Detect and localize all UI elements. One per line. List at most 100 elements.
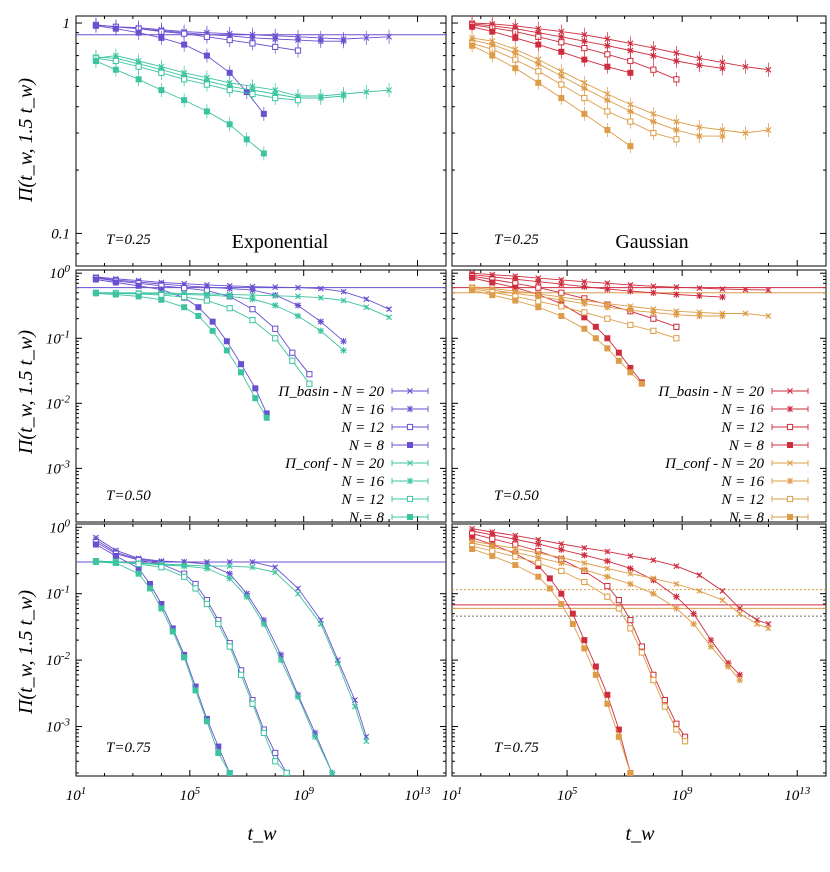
data-point <box>272 94 279 102</box>
data-point <box>581 300 588 307</box>
plot-area <box>468 16 772 154</box>
data-point <box>627 287 634 295</box>
data-point <box>226 285 233 292</box>
series-basin-fsquare <box>469 534 634 776</box>
series-basin-fsquare <box>469 19 634 80</box>
series-conf-osquare <box>469 36 680 147</box>
data-point <box>363 738 370 745</box>
legend-sample-marker <box>407 460 413 466</box>
data-point <box>158 564 165 571</box>
data-point <box>690 620 697 628</box>
data-point <box>489 28 496 35</box>
data-point <box>226 36 233 44</box>
data-point <box>581 309 588 316</box>
data-point <box>719 597 726 604</box>
y-axis-label-row-2: Π(t_w, 1.5 t_w) <box>15 330 37 455</box>
temperature-label-exp-050: T=0.50 <box>106 488 151 504</box>
data-point <box>604 548 611 555</box>
legend-entry-label: N = 20 <box>340 456 384 472</box>
data-point <box>237 671 245 678</box>
data-point <box>650 129 657 137</box>
data-point <box>169 628 176 635</box>
data-point <box>181 654 188 661</box>
y-tick-label: 10-2 <box>46 393 71 412</box>
data-point <box>673 284 680 291</box>
data-point <box>180 558 188 566</box>
data-point <box>673 593 680 600</box>
data-point <box>181 293 188 301</box>
data-point <box>604 315 611 322</box>
data-point <box>209 327 216 334</box>
data-point <box>294 693 302 701</box>
data-point <box>135 293 142 300</box>
data-point <box>272 335 279 342</box>
data-point <box>535 293 542 300</box>
legend-entry-label: N = 8 <box>348 438 385 454</box>
data-point <box>306 380 313 387</box>
data-point <box>736 610 743 617</box>
data-point <box>627 321 634 329</box>
data-point <box>604 700 611 707</box>
series-line <box>95 276 390 310</box>
data-point <box>226 69 233 76</box>
legend-entry-label: N = 8 <box>348 510 385 526</box>
data-point <box>558 541 565 547</box>
data-point <box>696 572 703 579</box>
data-point <box>604 593 611 600</box>
data-point <box>317 37 324 45</box>
legend-basin-prefix: Π_basin - <box>277 384 338 400</box>
data-point <box>468 539 476 547</box>
data-point <box>92 541 99 548</box>
data-point <box>604 565 611 572</box>
data-point <box>615 733 622 740</box>
data-point <box>558 559 565 567</box>
x-tick-label: 105 <box>557 785 578 804</box>
y-tick-label: 10-2 <box>46 650 71 669</box>
data-point <box>249 286 256 294</box>
data-point <box>765 312 772 319</box>
data-point <box>223 338 230 345</box>
series-line <box>95 277 344 342</box>
data-point <box>736 605 743 612</box>
data-point <box>351 703 358 710</box>
data-point <box>340 347 347 354</box>
data-point <box>489 292 496 299</box>
data-point <box>615 357 622 364</box>
data-point <box>558 280 565 288</box>
data-point <box>604 42 611 49</box>
x-tick-label: 1013 <box>405 785 432 804</box>
series-conf-fsquare <box>469 546 634 776</box>
data-point <box>203 297 211 304</box>
panel-frame <box>451 15 827 267</box>
data-point <box>558 296 565 304</box>
data-point <box>203 81 211 88</box>
data-point <box>673 136 680 143</box>
data-point <box>512 553 519 560</box>
legend-sample-marker <box>786 405 794 413</box>
series-basin-star <box>468 527 743 679</box>
data-point <box>112 279 119 286</box>
data-point <box>340 288 347 295</box>
data-point <box>243 593 250 600</box>
y-tick-label: 100 <box>50 517 71 536</box>
data-point <box>469 42 476 49</box>
data-point <box>627 143 634 150</box>
data-point <box>661 703 668 710</box>
data-point <box>181 285 188 292</box>
data-point <box>742 286 749 293</box>
data-point <box>581 94 588 102</box>
data-point <box>249 564 256 571</box>
data-point <box>673 126 680 134</box>
data-point <box>604 63 611 70</box>
data-point <box>604 691 611 698</box>
data-point <box>673 323 680 330</box>
data-point <box>604 557 611 565</box>
plot-area <box>76 273 446 421</box>
legend-samples <box>391 388 429 521</box>
data-point <box>158 87 165 94</box>
data-point <box>604 108 611 115</box>
y-tick-label: 0.1 <box>51 226 70 242</box>
series-conf-osquare <box>92 289 313 387</box>
series-conf-fsquare <box>92 290 270 421</box>
data-point <box>328 769 336 776</box>
